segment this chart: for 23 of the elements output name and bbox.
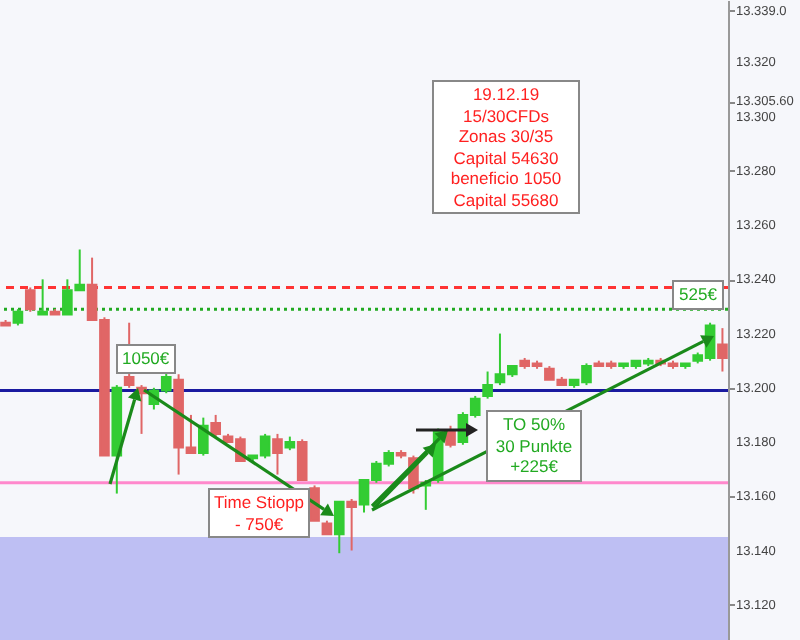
annotation: +225€ (508, 456, 560, 477)
candlestick (346, 497, 357, 552)
annotation: TO 50% (500, 414, 568, 435)
candlestick (37, 278, 48, 316)
annotation: beneficio 1050 (448, 168, 564, 189)
candlestick (210, 413, 222, 438)
candlestick (197, 416, 209, 457)
annotation: Capital 55680 (451, 189, 561, 210)
annotation: 19.12.19 (470, 84, 542, 105)
candlestick (272, 432, 283, 476)
annotation: - 750€ (232, 513, 286, 534)
annotation: Time Stiopp (214, 492, 305, 513)
candlestick (296, 438, 308, 481)
annotation: 30 Punkte (493, 435, 575, 456)
candlestick (333, 500, 345, 555)
annotation: 525€ (678, 284, 718, 305)
annotation: Capital 54630 (451, 147, 561, 168)
candlestick (24, 286, 36, 313)
annotation: 15/30CFDs (461, 105, 551, 126)
candlestick (717, 327, 728, 373)
annotation: 1050€ (122, 348, 170, 369)
candlestick (482, 370, 493, 400)
annotation: Zonas 30/35 (456, 126, 556, 147)
